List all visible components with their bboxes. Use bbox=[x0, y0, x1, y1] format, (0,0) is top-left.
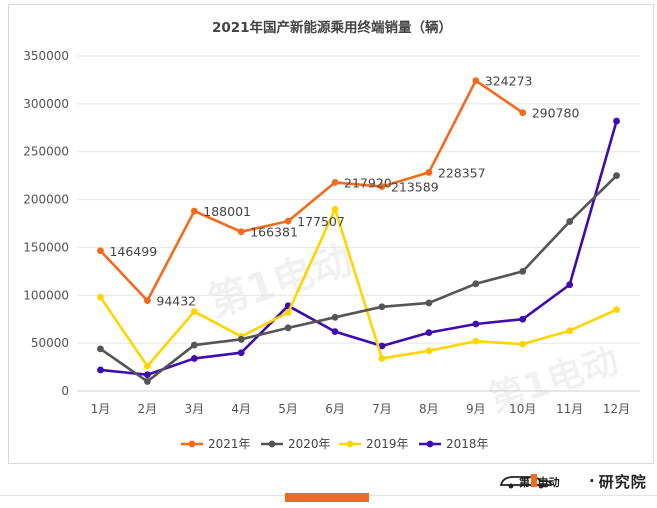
data-point-2019年 bbox=[378, 355, 386, 362]
footer-suffix: 研究院 bbox=[598, 472, 647, 491]
y-tick-label: 300000 bbox=[23, 97, 69, 111]
car-logo-icon: 第1电动 bbox=[499, 474, 560, 489]
data-point-2020年 bbox=[331, 313, 339, 321]
data-point-2020年 bbox=[378, 303, 386, 311]
legend-label: 2019年 bbox=[366, 437, 409, 451]
legend-swatch-marker bbox=[268, 440, 276, 448]
data-point-2018年 bbox=[190, 355, 198, 362]
data-point-2021年 bbox=[190, 207, 198, 215]
data-label: 228357 bbox=[438, 165, 486, 180]
data-point-2018年 bbox=[97, 366, 104, 374]
data-point-2019年 bbox=[566, 327, 574, 335]
x-tick-label: 11月 bbox=[556, 402, 583, 416]
data-label: 166381 bbox=[250, 225, 298, 240]
x-tick-label: 9月 bbox=[466, 402, 486, 416]
data-point-2021年 bbox=[97, 247, 104, 255]
legend-swatch-marker bbox=[426, 440, 434, 448]
data-point-2018年 bbox=[613, 117, 620, 125]
data-point-2021年 bbox=[331, 179, 339, 186]
x-tick-label: 4月 bbox=[231, 402, 251, 416]
data-label: 146499 bbox=[109, 244, 157, 259]
y-tick-label: 150000 bbox=[23, 240, 69, 254]
data-label: 290780 bbox=[532, 106, 580, 121]
data-label: 188001 bbox=[203, 204, 251, 219]
data-point-2019年 bbox=[190, 308, 198, 315]
x-tick-label: 12月 bbox=[603, 402, 630, 416]
logo-lettering: 第1电动 bbox=[519, 475, 560, 489]
data-point-2021年 bbox=[378, 183, 386, 190]
data-point-2020年 bbox=[472, 280, 480, 288]
data-point-2018年 bbox=[331, 328, 339, 336]
data-point-2019年 bbox=[143, 362, 151, 370]
data-point-2019年 bbox=[519, 340, 527, 348]
data-point-2018年 bbox=[143, 371, 151, 379]
x-tick-label: 10月 bbox=[509, 402, 536, 416]
chart-title: 2021年国产新能源乘用终端销量（辆） bbox=[212, 19, 452, 36]
data-point-2020年 bbox=[519, 267, 527, 275]
data-point-2020年 bbox=[613, 172, 620, 180]
data-point-2018年 bbox=[378, 342, 386, 350]
legend-label: 2020年 bbox=[288, 437, 331, 451]
y-tick-label: 0 bbox=[61, 384, 69, 398]
data-point-2020年 bbox=[284, 324, 292, 332]
data-point-2021年 bbox=[237, 228, 245, 236]
y-tick-label: 100000 bbox=[23, 288, 69, 302]
legend-label: 2021年 bbox=[208, 437, 251, 451]
x-tick-label: 2月 bbox=[138, 402, 158, 416]
y-tick-label: 50000 bbox=[31, 336, 69, 350]
series-line-2020年 bbox=[99, 174, 618, 383]
data-label: 177507 bbox=[297, 214, 345, 229]
data-point-2019年 bbox=[97, 293, 104, 301]
data-point-2021年 bbox=[284, 217, 292, 225]
footer-accent-bar bbox=[285, 493, 369, 502]
data-point-2020年 bbox=[566, 218, 574, 225]
series-line-2019年 bbox=[99, 207, 618, 368]
data-point-2020年 bbox=[237, 335, 245, 343]
data-point-2018年 bbox=[425, 329, 433, 337]
footer-separator: · bbox=[589, 472, 595, 490]
data-point-2019年 bbox=[613, 306, 620, 314]
data-point-2020年 bbox=[425, 299, 433, 307]
data-label: 213589 bbox=[391, 180, 439, 195]
data-point-2018年 bbox=[472, 320, 480, 328]
data-label: 324273 bbox=[485, 74, 533, 89]
x-tick-label: 5月 bbox=[278, 402, 298, 416]
data-point-2021年 bbox=[519, 109, 527, 117]
data-point-2019年 bbox=[472, 337, 480, 345]
data-point-2018年 bbox=[519, 315, 527, 323]
data-point-2020年 bbox=[190, 341, 198, 349]
x-tick-label: 6月 bbox=[325, 402, 345, 416]
y-tick-label: 250000 bbox=[23, 145, 69, 159]
x-tick-label: 7月 bbox=[372, 402, 392, 416]
data-point-2021年 bbox=[472, 77, 480, 85]
legend-swatch-marker bbox=[188, 440, 196, 448]
series-line-2021年 bbox=[99, 79, 524, 302]
x-tick-label: 3月 bbox=[184, 402, 204, 416]
chart-frame: 2021年国产新能源乘用终端销量（辆） 第1电动 第1电动 0 50000 100000 1… bbox=[8, 4, 654, 464]
data-point-2019年 bbox=[425, 347, 433, 355]
footer-logo: 第1电动 · 研究院 bbox=[497, 470, 647, 492]
y-tick-label: 200000 bbox=[23, 193, 69, 207]
data-point-2021年 bbox=[425, 169, 433, 176]
data-label: 94432 bbox=[156, 294, 196, 309]
data-point-2019年 bbox=[331, 205, 339, 213]
x-tick-label: 1月 bbox=[91, 402, 111, 416]
data-point-2020年 bbox=[143, 378, 151, 385]
data-point-2018年 bbox=[237, 349, 245, 357]
y-tick-label: 350000 bbox=[23, 49, 69, 63]
x-tick-label: 8月 bbox=[419, 402, 439, 416]
data-point-2020年 bbox=[97, 345, 104, 353]
legend-label: 2018年 bbox=[446, 437, 489, 451]
data-point-2019年 bbox=[284, 309, 292, 316]
data-label: 217920 bbox=[344, 175, 392, 190]
data-point-2018年 bbox=[566, 281, 574, 289]
series-line-2018年 bbox=[100, 120, 618, 377]
data-point-2021年 bbox=[143, 297, 151, 305]
line-chart: 2021年国产新能源乘用终端销量（辆）第1电动第1电动0500001000001… bbox=[23, 19, 640, 451]
legend-swatch-marker bbox=[346, 440, 354, 448]
